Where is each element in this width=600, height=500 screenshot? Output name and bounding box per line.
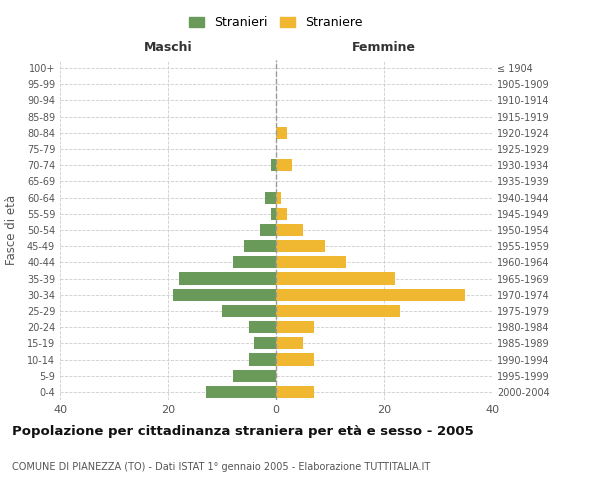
Bar [222,305,276,317]
Bar [233,256,276,268]
Text: COMUNE DI PIANEZZA (TO) - Dati ISTAT 1° gennaio 2005 - Elaborazione TUTTITALIA.I: COMUNE DI PIANEZZA (TO) - Dati ISTAT 1° … [12,462,430,472]
Bar [276,272,395,284]
Bar [233,370,276,382]
Y-axis label: Fasce di età: Fasce di età [5,195,19,265]
Bar [276,192,281,203]
Bar [276,338,303,349]
Bar [271,208,276,220]
Legend: Stranieri, Straniere: Stranieri, Straniere [184,11,368,34]
Bar [249,354,276,366]
Bar [271,159,276,172]
Bar [276,354,314,366]
Bar [254,338,276,349]
Bar [276,127,287,139]
Bar [276,288,465,301]
Bar [179,272,276,284]
Bar [276,159,292,172]
Bar [249,321,276,333]
Bar [173,288,276,301]
Bar [260,224,276,236]
Bar [276,321,314,333]
Bar [276,386,314,398]
Bar [276,256,346,268]
Bar [206,386,276,398]
Text: Popolazione per cittadinanza straniera per età e sesso - 2005: Popolazione per cittadinanza straniera p… [12,425,474,438]
Bar [276,305,400,317]
Bar [265,192,276,203]
Bar [276,208,287,220]
Bar [276,224,303,236]
Bar [244,240,276,252]
Bar [276,240,325,252]
Text: Maschi: Maschi [143,40,193,54]
Text: Femmine: Femmine [352,40,416,54]
